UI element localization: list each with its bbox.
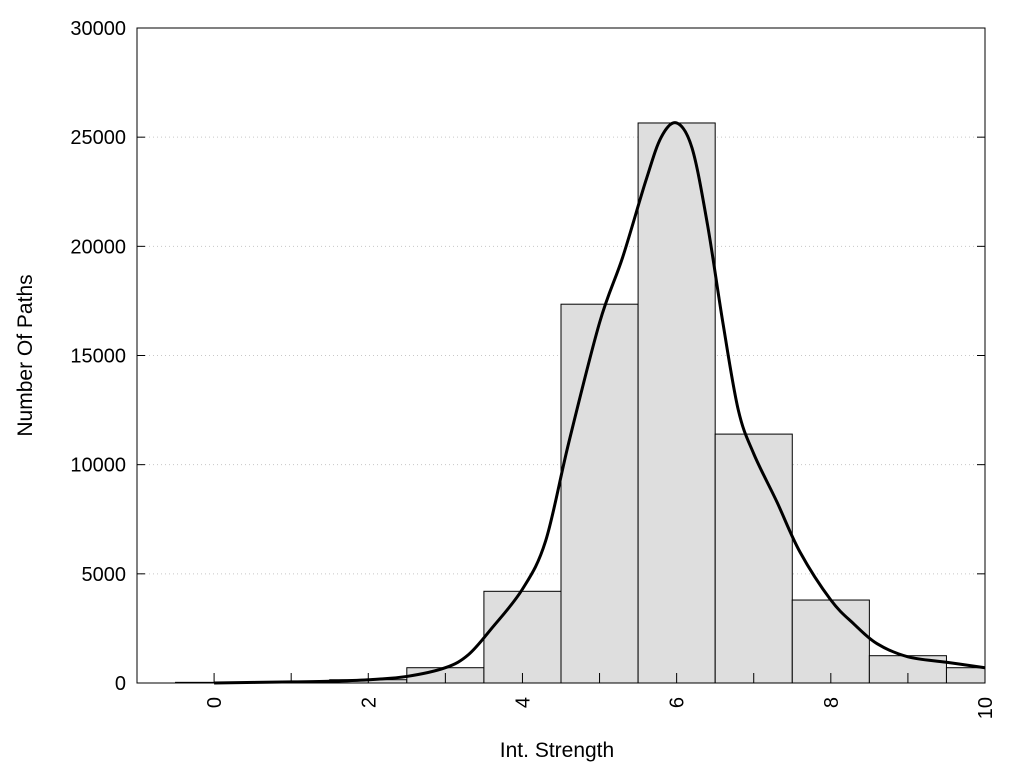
y-tick-label: 0 (115, 673, 126, 695)
y-tick-label: 10000 (70, 455, 126, 477)
bar (945, 667, 986, 684)
x-tick-label: 0 (204, 697, 226, 708)
y-tick-label: 15000 (70, 346, 126, 368)
density-curve-group (214, 121, 986, 685)
bars (175, 122, 986, 684)
density-curve (214, 121, 986, 685)
y-axis-title: Number Of Paths (14, 274, 37, 436)
tick-labels: 0 5000 10000 15000 20000 25000 30000 0 2 4 6 8 10 (70, 18, 997, 719)
x-tick-label: 6 (667, 697, 689, 708)
axis-ticks (137, 27, 986, 684)
y-tick-label: 20000 (70, 236, 126, 258)
bar (791, 599, 870, 684)
y-tick-label: 5000 (82, 564, 127, 586)
x-tick-label: 8 (821, 697, 843, 708)
x-tick-label: 2 (358, 697, 380, 708)
y-tick-label: 30000 (70, 18, 126, 40)
x-tick-label: 10 (975, 697, 997, 719)
bar (483, 590, 562, 684)
x-axis-title: Int. Strength (500, 739, 614, 762)
y-tick-label: 25000 (70, 127, 126, 149)
bar (714, 433, 793, 684)
x-tick-label: 4 (512, 697, 534, 708)
bar (560, 303, 639, 684)
